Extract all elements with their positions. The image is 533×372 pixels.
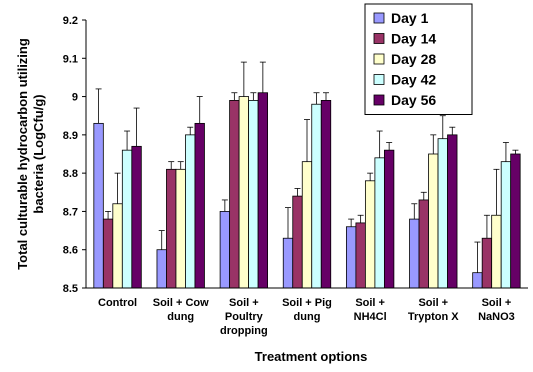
x-axis-title: Treatment options [255,349,368,364]
bar [345,226,357,289]
bar [121,149,133,289]
bar [257,92,269,289]
bar [374,157,385,289]
bar [282,237,294,289]
bar [229,100,240,289]
legend-label: Day 56 [391,92,436,108]
legend-label: Day 28 [391,51,436,67]
bar [166,168,177,289]
bar [428,153,439,289]
legend: Day 1 Day 14 Day 28 Day 42 Day 56 [364,3,473,115]
x-tick-label: Soil + Pig dung [282,297,332,323]
bar [156,249,167,289]
y-tick-label: 9 [72,92,78,104]
y-tick-label: 8.8 [63,168,78,180]
bar [112,203,123,289]
legend-swatch [373,53,385,65]
bar [355,222,366,289]
legend-swatch [373,12,385,24]
bar [194,122,205,289]
bar [383,149,395,289]
x-tick-label: Soil + NH4Cl [354,297,387,323]
legend-label: Day 14 [391,31,436,47]
x-tick-label: Control [98,297,137,309]
bar [238,96,250,289]
bar [93,122,104,289]
x-tick-label: Soil + Trypton X [408,297,459,323]
legend-label: Day 42 [391,72,436,88]
bar [248,100,259,289]
legend-swatch [373,74,385,85]
y-tick-label: 8.9 [63,130,78,142]
y-axis: 8.5 8.6 8.7 8.8 8.9 9 9.1 9.2 [63,15,87,295]
y-axis-title: Total culturable hydrocarbon utilizing ba… [15,38,46,270]
bar [320,100,332,289]
y-axis-title-line: Total culturable hydrocarbon utilizing [15,38,30,270]
y-tick-label: 8.5 [63,283,78,295]
bar [447,134,458,289]
bar [472,272,483,289]
y-tick-label: 9.1 [63,53,78,65]
legend-label: Day 1 [391,10,429,26]
bar [219,211,231,289]
bar [301,161,313,289]
bar [175,168,186,289]
bar [510,153,521,289]
y-tick-label: 9.2 [63,15,78,27]
bars-layer [93,61,521,289]
bar [418,199,429,289]
x-tick-label: Soil + Poultry dropping [220,297,268,337]
bar [292,195,303,289]
bar [364,180,376,289]
bar [437,138,448,289]
y-axis-title-line: bacteria (LogCfu/g) [31,94,46,213]
bar [500,161,512,289]
x-axis: Control Soil + Cow dung Soil + Poultry droppi… [86,287,528,337]
y-tick-label: 8.6 [63,245,78,257]
bar [185,134,196,289]
legend-swatch [373,33,385,44]
legend-swatch [373,94,385,106]
bar [131,145,142,289]
x-tick-label: Soil + Cow dung [153,297,209,323]
bar [311,103,322,289]
bar [409,218,420,289]
bar [481,237,493,289]
x-tick-label: Soil + NaNO3 [478,297,515,323]
bar [491,214,502,289]
bar [102,218,114,289]
y-tick-label: 8.7 [63,206,78,218]
